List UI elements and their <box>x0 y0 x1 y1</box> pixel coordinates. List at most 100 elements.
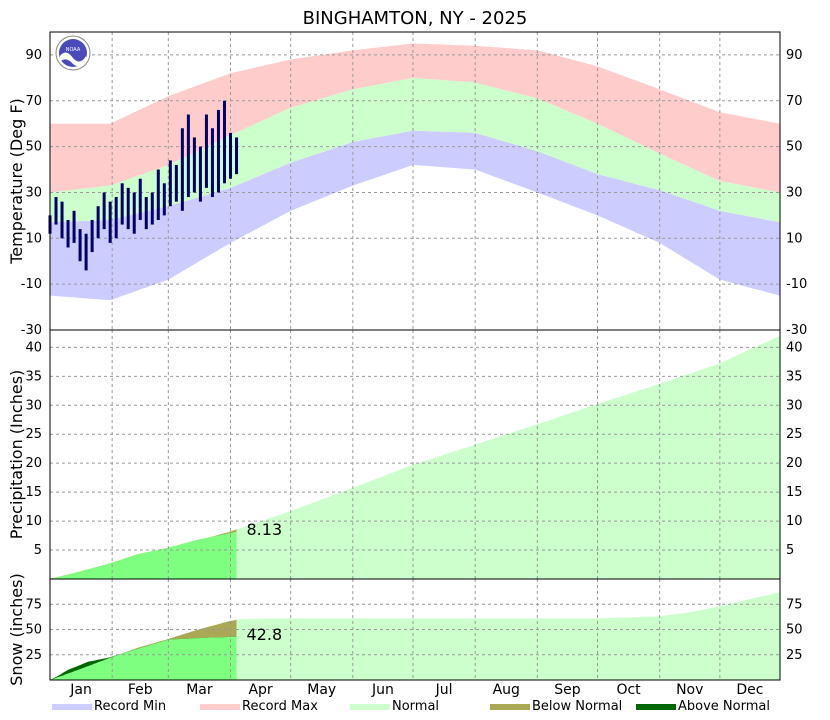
observed-temp-bar <box>144 197 148 230</box>
temperature-panel: -30 -30 -10 -10 10 10 30 30 50 50 70 70 90 90 Temperat… <box>7 31 807 338</box>
normal-precip-area <box>50 335 780 579</box>
temp-tick-left: 90 <box>25 48 42 63</box>
month-label: Apr <box>248 682 272 698</box>
record-min-area <box>50 130 780 301</box>
observed-temp-bar <box>228 132 232 179</box>
precip-tick-left: 5 <box>34 543 42 558</box>
chart-title: BINGHAMTON, NY - 2025 <box>303 8 528 29</box>
observed-temp-bar <box>78 229 82 262</box>
observed-precip-area <box>50 531 237 579</box>
month-label: Jul <box>435 682 453 698</box>
month-label: Aug <box>493 682 520 698</box>
precip-tick-left: 20 <box>25 456 42 471</box>
observed-temp-bar <box>204 114 208 188</box>
precip-tick-right: 40 <box>786 340 803 355</box>
observed-temp-bar <box>84 233 88 271</box>
temp-tick-left: -30 <box>21 323 42 338</box>
snow-tick-right: 75 <box>786 597 803 612</box>
precip-tick-left: 15 <box>25 485 42 500</box>
temp-tick-left: 50 <box>25 140 42 155</box>
normal-temp-area <box>50 77 780 223</box>
observed-temp-bar <box>66 219 70 248</box>
temp-tick-left: 10 <box>25 231 42 246</box>
legend-label: Below Normal <box>532 699 622 714</box>
observed-temp-bar <box>96 206 100 239</box>
snow-tick-right: 25 <box>786 648 803 663</box>
precip-tick-right: 10 <box>786 514 803 529</box>
legend-label: Record Max <box>242 699 318 714</box>
observed-temp-bar <box>222 100 226 184</box>
observed-temp-bar <box>210 128 214 198</box>
temperature-axis-label: Temperature (Deg F) <box>7 98 26 265</box>
observed-temp-bar <box>235 137 239 175</box>
month-label: Jun <box>371 682 394 698</box>
observed-temp-bar <box>138 178 142 220</box>
observed-temp-bar <box>180 128 184 211</box>
observed-temp-bar <box>114 197 118 239</box>
precip-tick-left: 40 <box>25 340 42 355</box>
precip-tick-right: 5 <box>786 543 794 558</box>
temp-tick-right: 10 <box>786 231 803 246</box>
snow-tick-right: 50 <box>786 623 803 638</box>
legend: Record Min Record Max Normal Below Normal Ab… <box>52 699 770 714</box>
observed-temp-bar <box>192 137 196 193</box>
precip-tick-left: 30 <box>25 398 42 413</box>
observed-temp-bar <box>72 210 76 243</box>
snow-axis-label: Snow (inches) <box>7 573 26 685</box>
temp-tick-right: -10 <box>786 277 807 292</box>
observed-temp-bar <box>156 169 160 220</box>
temp-tick-right: 70 <box>786 94 803 109</box>
month-label: Sep <box>554 682 581 698</box>
observed-temp-bar <box>132 192 136 234</box>
observed-temp-bar <box>90 219 94 253</box>
observed-temp-bar <box>120 183 124 225</box>
legend-swatch <box>52 704 92 710</box>
legend-swatch <box>350 704 390 710</box>
observed-temp-bar <box>168 160 172 207</box>
temp-tick-right: -30 <box>786 323 807 338</box>
noaa-logo: NOAA <box>55 35 91 71</box>
precip-tick-right: 25 <box>786 427 803 442</box>
precip-tick-right: 30 <box>786 398 803 413</box>
snow-total-label: 42.8 <box>247 625 283 644</box>
precip-tick-left: 35 <box>25 369 42 384</box>
snow-tick-left: 25 <box>25 648 42 663</box>
legend-swatch <box>200 704 240 710</box>
temp-tick-left: 70 <box>25 94 42 109</box>
month-label: May <box>307 682 336 698</box>
legend-swatch <box>490 704 530 710</box>
precip-tick-left: 25 <box>25 427 42 442</box>
observed-temp-bar <box>126 187 130 230</box>
observed-temp-bar <box>108 201 112 243</box>
observed-snow-area <box>50 636 237 680</box>
temp-tick-right: 30 <box>786 185 803 200</box>
legend-label: Record Min <box>94 699 166 714</box>
observed-temp-bar <box>60 201 64 239</box>
precip-tick-right: 35 <box>786 369 803 384</box>
temp-tick-right: 50 <box>786 140 803 155</box>
precip-total-label: 8.13 <box>247 520 283 539</box>
observed-temp-bar <box>54 197 58 225</box>
legend-swatch <box>636 704 676 710</box>
precipitation-axis-label: Precipitation (Inches) <box>7 370 26 540</box>
precip-tick-right: 15 <box>786 485 803 500</box>
observed-temp-bar <box>216 109 220 193</box>
observed-temp-bar <box>198 146 202 202</box>
precipitation-panel: 5 5 10 10 15 15 20 20 25 25 30 30 35 35 40 40 Precipitat… <box>7 329 803 580</box>
month-label: Feb <box>128 682 153 698</box>
month-label: Mar <box>186 682 213 698</box>
precip-tick-left: 10 <box>25 514 42 529</box>
snow-tick-left: 50 <box>25 623 42 638</box>
panel-frame <box>49 578 781 681</box>
observed-temp-bar <box>102 192 106 230</box>
observed-temp-bar <box>174 164 178 202</box>
month-label: Oct <box>616 682 641 698</box>
month-label: Nov <box>676 682 703 698</box>
observed-temp-bar <box>186 114 190 198</box>
observed-temp-bar <box>162 183 166 216</box>
month-axis: Jan Feb Mar Apr May Jun Jul Aug Sep Oct Nov Dec <box>69 682 763 698</box>
month-label: Jan <box>69 682 92 698</box>
precip-tick-right: 20 <box>786 456 803 471</box>
